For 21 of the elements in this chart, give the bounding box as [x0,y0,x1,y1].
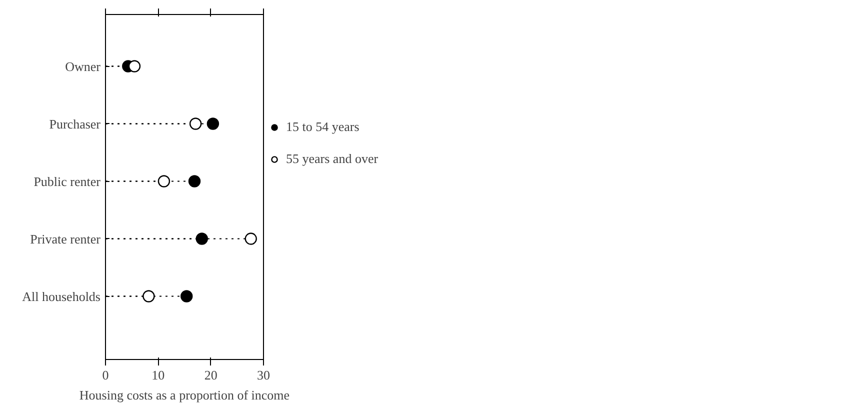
x-tick-label: 0 [102,368,109,382]
legend-label: 15 to 54 years [286,119,360,135]
legend-label: 55 years and over [286,151,378,167]
point [180,290,193,302]
y-tick-label: All households [22,288,101,304]
point [206,118,220,130]
x-tick-label: 10 [152,368,165,382]
point [244,232,257,245]
point [158,175,170,188]
y-tick-label: Owner [65,58,102,74]
x-tick-label: 30 [257,368,270,382]
point [189,118,202,130]
x-tick-label: 20 [204,368,218,382]
y-tick-label: Public renter [34,174,102,189]
point [142,290,155,302]
point [128,60,141,72]
y-tick-label: Private renter [30,231,102,246]
point [196,232,208,245]
point [188,175,201,188]
x-axis-title: Housing costs as a proportion of income [79,388,290,402]
y-tick-label: Purchaser [49,116,102,132]
